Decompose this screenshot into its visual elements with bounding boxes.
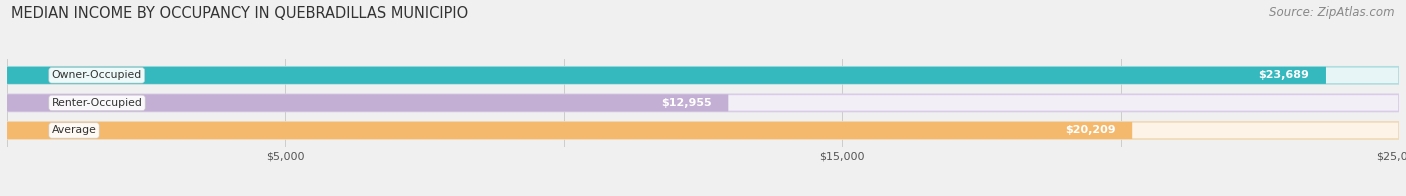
Text: Owner-Occupied: Owner-Occupied (52, 70, 142, 80)
Text: $23,689: $23,689 (1258, 70, 1309, 80)
FancyBboxPatch shape (7, 94, 1399, 112)
Text: Average: Average (52, 125, 97, 135)
Text: $12,955: $12,955 (661, 98, 711, 108)
Text: Renter-Occupied: Renter-Occupied (52, 98, 142, 108)
FancyBboxPatch shape (7, 122, 1132, 139)
FancyBboxPatch shape (7, 94, 728, 112)
FancyBboxPatch shape (7, 122, 1399, 139)
Text: $20,209: $20,209 (1064, 125, 1115, 135)
FancyBboxPatch shape (7, 67, 1399, 84)
Text: Source: ZipAtlas.com: Source: ZipAtlas.com (1270, 6, 1395, 19)
FancyBboxPatch shape (7, 67, 1326, 84)
Text: MEDIAN INCOME BY OCCUPANCY IN QUEBRADILLAS MUNICIPIO: MEDIAN INCOME BY OCCUPANCY IN QUEBRADILL… (11, 6, 468, 21)
